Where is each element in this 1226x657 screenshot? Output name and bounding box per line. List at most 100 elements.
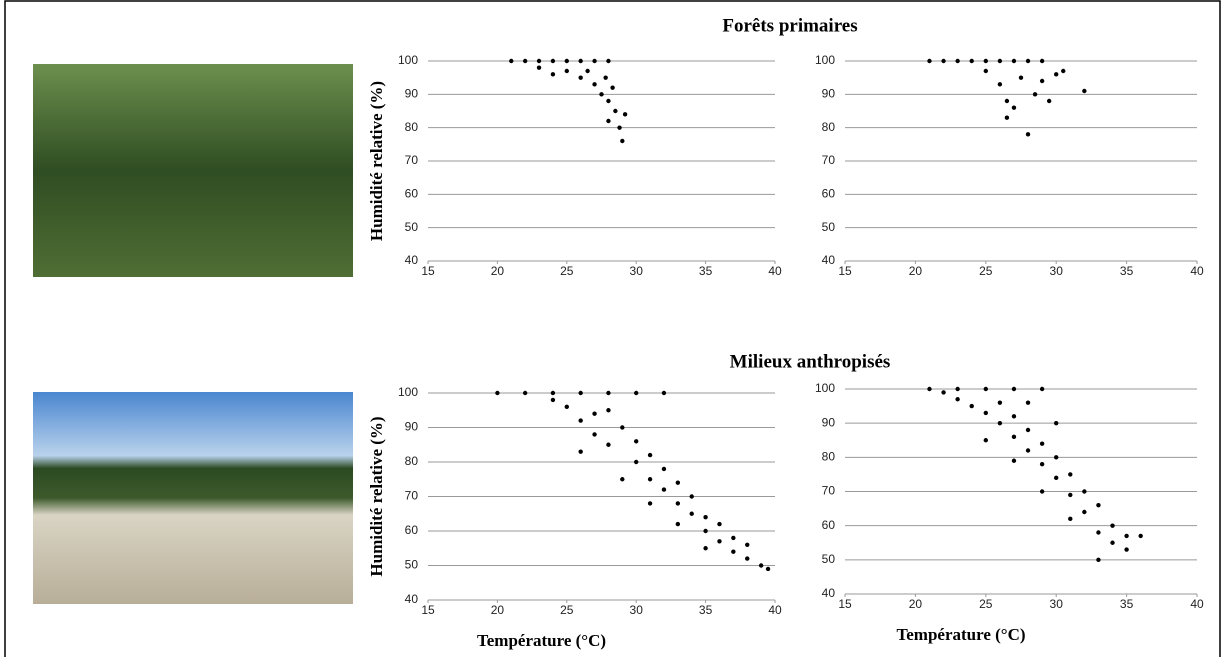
point xyxy=(1025,427,1031,433)
open-land-photo xyxy=(33,392,353,604)
y-tick-label: 40 xyxy=(822,586,836,600)
point xyxy=(550,390,556,396)
point xyxy=(661,487,667,492)
point xyxy=(1011,386,1017,392)
section-title: Forêts primaires xyxy=(722,15,857,36)
point xyxy=(941,390,946,395)
point xyxy=(703,515,708,520)
point xyxy=(592,58,597,64)
point xyxy=(620,138,625,144)
point xyxy=(1068,516,1073,522)
point xyxy=(613,108,618,114)
point xyxy=(983,58,988,64)
point xyxy=(647,452,653,458)
point xyxy=(578,418,583,423)
point xyxy=(1039,489,1045,494)
point xyxy=(983,386,988,392)
point xyxy=(955,58,960,64)
point xyxy=(955,397,960,402)
point xyxy=(1068,492,1073,498)
point xyxy=(1039,441,1045,446)
point xyxy=(550,397,556,403)
point xyxy=(592,411,597,416)
point xyxy=(578,449,583,454)
point xyxy=(1039,78,1045,84)
x-tick-label: 25 xyxy=(560,264,574,278)
point xyxy=(969,58,974,64)
point xyxy=(1054,475,1059,481)
x-tick-label: 35 xyxy=(1120,597,1134,611)
point xyxy=(969,403,974,409)
y-tick-label: 100 xyxy=(398,53,418,67)
x-tick-label: 40 xyxy=(768,603,782,617)
y-tick-label: 60 xyxy=(405,523,419,537)
point xyxy=(536,58,542,64)
point xyxy=(606,442,611,447)
point xyxy=(1054,72,1059,77)
y-tick-label: 50 xyxy=(822,220,836,234)
point xyxy=(675,480,681,485)
point xyxy=(647,477,653,482)
x-tick-label: 20 xyxy=(909,264,923,278)
point xyxy=(620,477,625,482)
point xyxy=(606,118,611,124)
point xyxy=(606,98,611,104)
y-tick-label: 100 xyxy=(815,53,835,67)
y-tick-label: 90 xyxy=(822,87,836,101)
point xyxy=(1046,98,1052,104)
point xyxy=(997,420,1003,426)
point xyxy=(1124,533,1129,539)
point xyxy=(1110,523,1115,528)
point xyxy=(1054,455,1059,460)
x-tick-label: 20 xyxy=(491,603,505,617)
point xyxy=(1011,414,1017,419)
point xyxy=(1011,105,1017,110)
point xyxy=(1011,58,1017,64)
point xyxy=(578,75,583,80)
point xyxy=(1096,557,1101,563)
point xyxy=(622,112,628,117)
y-tick-label: 60 xyxy=(405,187,419,201)
point xyxy=(599,92,604,97)
point xyxy=(592,82,597,87)
point xyxy=(731,549,736,554)
x-tick-label: 35 xyxy=(699,603,713,617)
point xyxy=(983,68,988,74)
point xyxy=(1096,530,1101,535)
point xyxy=(647,501,653,506)
point xyxy=(675,521,681,527)
point xyxy=(745,556,750,561)
y-tick-label: 60 xyxy=(822,518,836,532)
y-tick-label: 100 xyxy=(815,381,835,395)
point xyxy=(997,82,1003,87)
point xyxy=(1011,434,1017,440)
point xyxy=(522,58,528,64)
x-tick-label: 25 xyxy=(979,264,993,278)
y-tick-label: 50 xyxy=(405,220,419,234)
point xyxy=(941,58,946,64)
point xyxy=(983,410,988,416)
point xyxy=(509,58,514,64)
point xyxy=(550,72,556,77)
x-tick-label: 15 xyxy=(421,603,435,617)
point xyxy=(1110,540,1115,545)
point xyxy=(522,390,528,396)
x-tick-label: 15 xyxy=(838,597,852,611)
y-tick-label: 70 xyxy=(405,153,419,167)
point xyxy=(603,75,608,80)
x-tick-label: 40 xyxy=(768,264,782,278)
point xyxy=(1068,472,1073,477)
y-tick-label: 100 xyxy=(398,385,418,399)
point xyxy=(564,404,569,409)
y-tick-label: 70 xyxy=(405,489,419,503)
section-title: Milieux anthropisés xyxy=(730,351,891,372)
y-tick-label: 80 xyxy=(822,120,836,134)
point xyxy=(617,125,622,130)
x-tick-label: 30 xyxy=(630,603,644,617)
x-tick-label: 35 xyxy=(699,264,713,278)
x-tick-label: 40 xyxy=(1190,597,1204,611)
x-tick-label: 15 xyxy=(838,264,852,278)
point xyxy=(606,390,611,396)
point xyxy=(606,408,611,413)
point xyxy=(689,494,694,499)
